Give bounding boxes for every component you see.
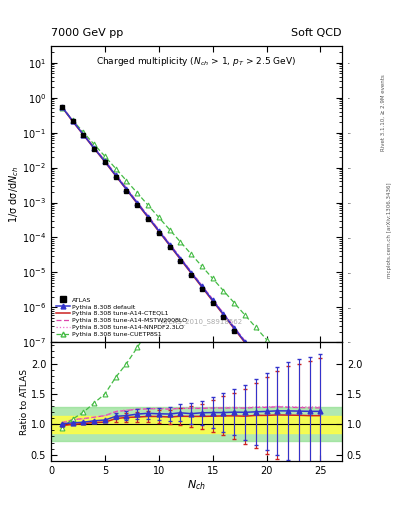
Text: Charged multiplicity ($N_{ch}$ > 1, $p_T$ > 2.5 GeV): Charged multiplicity ($N_{ch}$ > 1, $p_T… <box>96 55 297 68</box>
Text: Soft QCD: Soft QCD <box>292 28 342 38</box>
Legend: ATLAS, Pythia 8.308 default, Pythia 8.308 tune-A14-CTEQL1, Pythia 8.308 tune-A14: ATLAS, Pythia 8.308 default, Pythia 8.30… <box>54 295 189 339</box>
Text: ATLAS_2010_S8918562: ATLAS_2010_S8918562 <box>161 318 243 325</box>
Text: Rivet 3.1.10, ≥ 2.9M events: Rivet 3.1.10, ≥ 2.9M events <box>381 74 386 151</box>
Text: 7000 GeV pp: 7000 GeV pp <box>51 28 123 38</box>
Text: mcplots.cern.ch [arXiv:1306.3436]: mcplots.cern.ch [arXiv:1306.3436] <box>387 183 391 278</box>
Y-axis label: 1/σ dσ/d$N_{ch}$: 1/σ dσ/d$N_{ch}$ <box>7 165 21 223</box>
Y-axis label: Ratio to ATLAS: Ratio to ATLAS <box>20 369 29 435</box>
Bar <box>51 408 342 441</box>
X-axis label: $N_{ch}$: $N_{ch}$ <box>187 478 206 492</box>
Bar <box>51 416 342 433</box>
